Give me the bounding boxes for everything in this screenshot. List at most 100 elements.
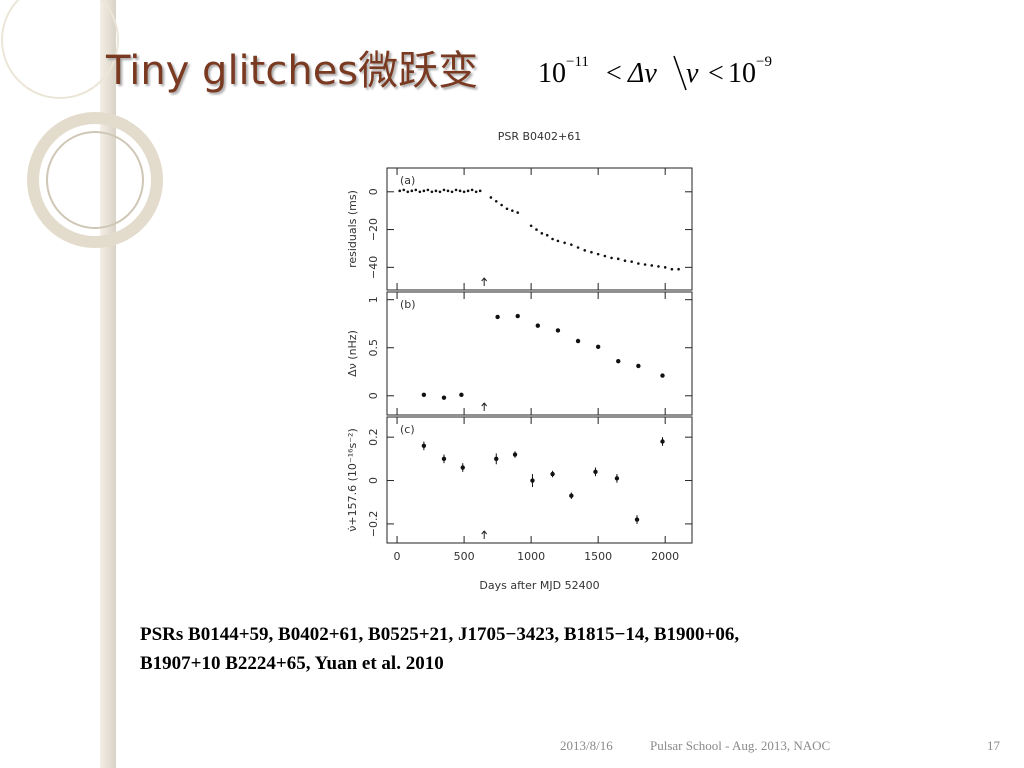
data-point: [430, 190, 434, 194]
data-point: [421, 392, 427, 398]
footer-date: 2013/8/16: [560, 738, 613, 753]
data-point: [474, 190, 478, 194]
data-point: [441, 456, 447, 462]
data-point: [489, 196, 493, 199]
data-point: [555, 328, 561, 333]
data-point: [466, 189, 470, 193]
data-point: [616, 257, 620, 261]
data-point: [616, 358, 621, 364]
data-point: [569, 493, 574, 498]
data-point: [590, 250, 593, 254]
data-point: [414, 188, 418, 192]
x-tick-label: 1500: [584, 550, 612, 563]
data-point: [657, 265, 660, 268]
data-point: [462, 190, 466, 194]
y-axis-label: residuals (ms): [346, 190, 359, 268]
data-point: [470, 188, 474, 192]
data-point: [630, 260, 633, 263]
data-point: [516, 211, 520, 214]
data-point: [677, 267, 680, 271]
data-point: [614, 476, 620, 481]
plot-frame: [386, 167, 693, 291]
panel-label: (b): [400, 298, 416, 311]
data-point: [529, 224, 533, 228]
formula-text: 10: [728, 58, 756, 89]
panel-label: (c): [400, 423, 415, 436]
formula-text: −11: [566, 54, 589, 70]
y-tick-label: 0.5: [367, 339, 380, 357]
data-point: [442, 188, 446, 192]
formula-text: −9: [756, 54, 772, 70]
footer-page: 17: [987, 738, 1001, 753]
formula-text: <: [708, 58, 724, 89]
data-point: [406, 190, 410, 194]
data-point: [576, 246, 580, 249]
data-point: [458, 189, 462, 193]
data-point: [446, 189, 450, 193]
data-point: [610, 256, 613, 260]
data-point: [634, 517, 640, 522]
data-point: [593, 469, 598, 475]
data-point: [505, 207, 509, 211]
data-point: [650, 264, 654, 267]
data-point: [495, 314, 500, 320]
formula-text: Δν: [627, 58, 657, 89]
formula-text: <: [606, 58, 622, 89]
x-tick-label: 1000: [517, 550, 545, 563]
data-point: [422, 189, 426, 193]
data-point: [550, 471, 555, 477]
y-tick-label: 1: [367, 296, 380, 303]
data-point: [643, 263, 647, 266]
glitch-arrow: [481, 277, 488, 286]
data-point: [636, 363, 641, 369]
y-tick-label: −40: [367, 256, 380, 279]
data-point: [545, 233, 549, 237]
data-point: [421, 443, 427, 449]
formula-text: ν: [686, 58, 699, 89]
y-axis-label: ν̇+157.6 (10⁻¹⁶s⁻²): [346, 428, 359, 532]
data-point: [660, 439, 665, 444]
x-tick-label: 500: [454, 550, 475, 563]
slide-title: Tiny glitches微跃变: [105, 48, 478, 94]
data-point: [515, 313, 520, 319]
data-point: [500, 203, 503, 207]
x-axis-label: Days after MJD 52400: [479, 579, 599, 592]
x-tick-label: 0: [394, 550, 401, 563]
data-point: [623, 259, 627, 263]
y-tick-label: 0: [367, 188, 380, 195]
chart: PSR B0402+61 (a) residuals (ms) 0 −20 −40 (b) Δ…: [346, 130, 693, 592]
plot-frame: [386, 291, 693, 416]
side-bar: [100, 0, 116, 768]
chart-title: PSR B0402+61: [498, 130, 582, 143]
deco-ring: [1, 0, 119, 99]
plot-frame: [386, 416, 693, 544]
fraction-slash: [673, 55, 687, 91]
y-tick-label: 0.2: [367, 428, 380, 446]
data-point: [454, 188, 458, 192]
data-point: [478, 189, 482, 193]
footer-event: Pulsar School - Aug. 2013, NAOC: [650, 738, 830, 753]
data-point: [596, 252, 600, 256]
data-point: [570, 243, 573, 246]
glitch-arrow: [481, 530, 488, 539]
data-point: [563, 241, 566, 245]
data-point: [460, 465, 465, 470]
data-point: [530, 478, 535, 483]
y-tick-label: 0: [367, 392, 380, 399]
formula: 10 −11 < Δν ν < 10 −9: [538, 54, 772, 91]
x-tick-label: 2000: [651, 550, 679, 563]
data-point: [398, 189, 402, 193]
caption-line: PSRs B0144+59, B0402+61, B0525+21, J1705…: [140, 624, 739, 645]
data-point: [535, 323, 541, 328]
data-point: [426, 188, 430, 192]
data-point: [660, 373, 665, 378]
data-point: [663, 266, 667, 269]
data-point: [556, 239, 560, 243]
data-point: [494, 456, 499, 462]
data-point: [540, 232, 544, 235]
data-point: [603, 254, 607, 258]
y-tick-label: −20: [367, 218, 380, 241]
glitch-arrow: [481, 402, 488, 411]
